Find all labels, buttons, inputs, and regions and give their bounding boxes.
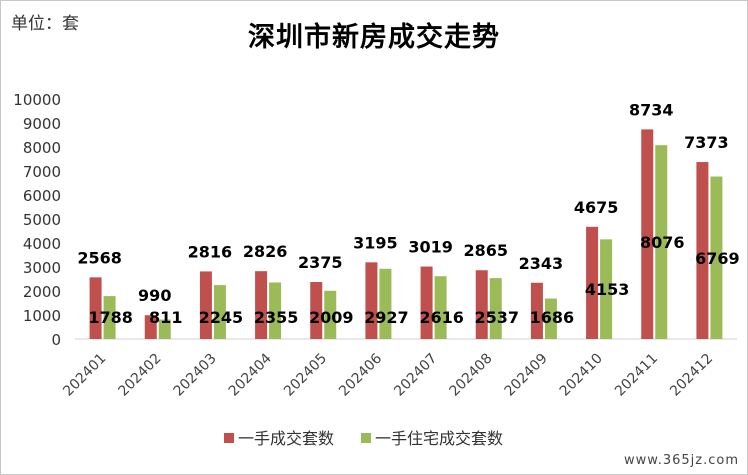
data-label-series-1: 2816 [188,242,233,261]
bar-series-2 [489,278,502,339]
bar-series-1 [255,271,268,339]
legend-swatch [224,433,234,443]
x-tick-label: 202401 [60,351,109,400]
bar-series-2 [434,276,447,339]
legend-label: 一手住宅成交套数 [375,429,503,448]
y-tick-label: 1000 [23,307,61,325]
x-tick-label: 202412 [667,351,716,400]
y-tick-label: 2000 [23,283,61,301]
x-tick-label: 202411 [612,351,661,400]
data-label-series-2: 2927 [364,308,409,327]
x-tick-label: 202406 [336,350,385,399]
x-tick-label: 202408 [446,351,495,400]
x-tick-label: 202404 [226,350,275,399]
bar-series-2 [324,290,337,339]
data-label-series-2: 2355 [254,308,299,327]
y-tick-label: 6000 [23,187,61,205]
y-tick-label: 4000 [23,235,61,253]
data-label-series-2: 811 [149,308,182,327]
y-tick-label: 5000 [23,211,61,229]
data-label-series-1: 4675 [574,198,619,217]
y-tick-label: 3000 [23,259,61,277]
legend-swatch [361,433,371,443]
bar-series-1 [199,271,212,339]
data-label-series-2: 2009 [309,308,354,327]
data-label-series-2: 4153 [585,280,630,299]
unit-label: 单位：套 [11,14,79,34]
data-label-series-2: 6769 [695,249,740,268]
bar-series-1 [144,315,157,339]
data-label-series-1: 990 [138,286,171,305]
bar-series-2 [213,285,226,339]
bar-series-1 [365,262,378,339]
watermark: www.365jz.com [624,453,739,468]
x-tick-label: 202405 [281,351,330,400]
bar-series-2 [103,296,116,339]
x-tick-label: 202402 [115,351,164,400]
data-label-series-1: 3019 [408,238,453,257]
bar-series-2 [269,282,282,339]
bar-series-2 [710,176,723,339]
y-tick-label: 9000 [23,115,61,133]
x-tick-label: 202409 [502,351,551,400]
data-label-series-1: 2826 [243,242,288,261]
y-tick-label: 8000 [23,139,61,157]
data-label-series-2: 1686 [530,308,575,327]
data-label-series-2: 8076 [640,233,685,252]
x-tick-label: 202403 [171,351,220,400]
bar-series-1 [89,277,102,339]
y-tick-label: 10000 [13,91,61,109]
bar-series-1 [310,282,323,339]
x-tick-label: 202410 [557,351,606,400]
y-tick-label: 0 [51,331,61,349]
bar-series-2 [544,298,557,339]
bar-series-1 [696,162,709,339]
data-label-series-1: 2568 [77,248,122,267]
data-label-series-2: 2537 [474,308,519,327]
data-label-series-1: 2865 [463,241,508,260]
data-label-series-2: 2245 [199,308,244,327]
y-tick-label: 7000 [23,163,61,181]
bar-series-1 [641,129,654,339]
bar-series-1 [420,266,433,339]
bar-series-2 [158,319,171,339]
bar-series-1 [586,226,599,339]
x-tick-label: 202407 [391,351,440,400]
data-label-series-2: 2616 [419,308,464,327]
data-label-series-1: 2375 [298,253,343,272]
data-label-series-1: 7373 [684,133,729,152]
bar-series-1 [530,282,543,339]
data-label-series-1: 3195 [353,233,398,252]
data-label-series-1: 8734 [629,100,674,119]
bar-series-2 [655,145,668,339]
bar-series-1 [475,270,488,339]
data-label-series-1: 2343 [519,254,564,273]
bar-series-2 [600,239,613,339]
bar-series-2 [379,268,392,339]
data-label-series-2: 1788 [88,308,133,327]
legend-label: 一手成交套数 [238,429,334,448]
chart-title: 深圳市新房成交走势 [248,22,500,53]
